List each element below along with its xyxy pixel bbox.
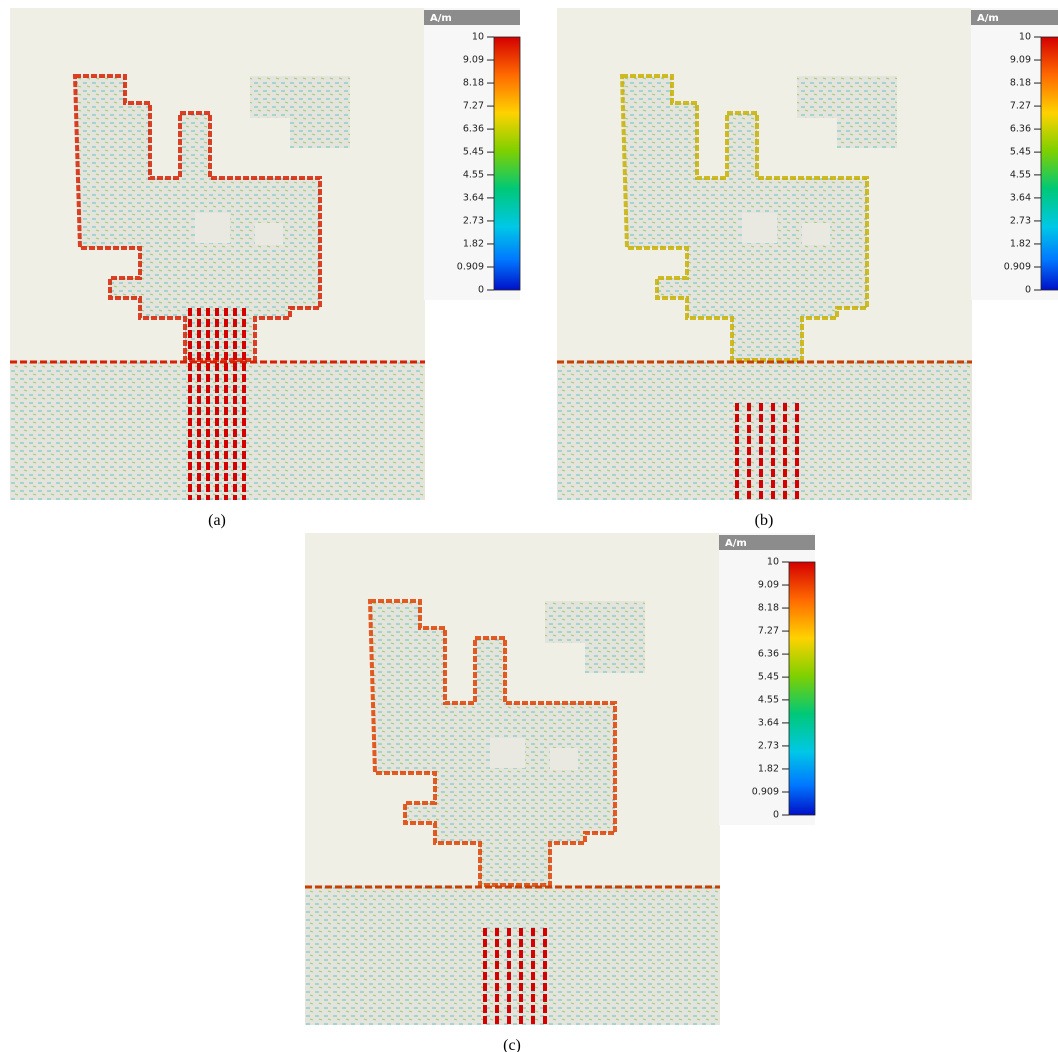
colorbar-gradient <box>1041 37 1058 290</box>
colorbar-tick-label: 4.55 <box>463 169 484 180</box>
panel-caption: (a) <box>208 512 226 529</box>
panel-caption: (c) <box>503 1037 521 1052</box>
colorbar-tick-label: 0.909 <box>457 262 484 273</box>
colorbar-tick-label: 3.64 <box>1010 192 1031 203</box>
colorbar-tick-label: 0 <box>1025 285 1031 296</box>
panel: A/m 10 9.09 8.18 7.27 6.36 5.45 4.55 3.64 2.73 1.8… <box>305 533 815 1052</box>
slot <box>550 748 578 770</box>
colorbar-tick-label: 3.64 <box>758 717 779 728</box>
colorbar-tick-label: 7.27 <box>1010 101 1031 112</box>
colorbar-tick-label: 10 <box>767 557 779 568</box>
colorbar-tick-label: 3.64 <box>463 192 484 203</box>
slot <box>802 223 830 245</box>
colorbar-unit: A/m <box>725 538 747 549</box>
colorbar-tick-label: 10 <box>1019 32 1031 43</box>
colorbar-tick-label: 8.18 <box>1010 78 1031 89</box>
colorbar-tick-label: 5.45 <box>463 147 484 158</box>
colorbar-tick-label: 6.36 <box>758 649 779 660</box>
slot <box>490 738 525 768</box>
feed-line <box>732 308 802 500</box>
colorbar-tick-label: 2.73 <box>1010 215 1031 226</box>
colorbar-unit: A/m <box>977 13 999 24</box>
colorbar-tick-label: 4.55 <box>1010 169 1031 180</box>
feed-line <box>480 833 550 1025</box>
colorbar-tick-label: 0 <box>478 285 484 296</box>
colorbar-tick-label: 5.45 <box>758 672 779 683</box>
colorbar-tick-label: 6.36 <box>1010 124 1031 135</box>
panel: A/m 10 9.09 8.18 7.27 6.36 5.45 4.55 3.64 2.73 1.8… <box>557 8 1058 529</box>
colorbar-unit: A/m <box>430 13 452 24</box>
slot <box>742 213 777 243</box>
colorbar-tick-label: 0.909 <box>1004 262 1031 273</box>
colorbar-tick-label: 4.55 <box>758 694 779 705</box>
colorbar-tick-label: 7.27 <box>463 101 484 112</box>
colorbar-tick-label: 8.18 <box>463 78 484 89</box>
colorbar-tick-label: 9.09 <box>1010 55 1031 66</box>
colorbar-tick-label: 5.45 <box>1010 147 1031 158</box>
colorbar-tick-label: 1.82 <box>463 238 484 249</box>
colorbar-gradient <box>494 37 520 290</box>
colorbar-tick-label: 6.36 <box>463 124 484 135</box>
colorbar-tick-label: 2.73 <box>463 215 484 226</box>
colorbar: A/m 10 9.09 8.18 7.27 6.36 5.45 4.55 3.64 2.73 1.8… <box>719 533 815 825</box>
colorbar-tick-label: 2.73 <box>758 740 779 751</box>
colorbar-tick-label: 0 <box>773 810 779 821</box>
panel: A/m 10 9.09 8.18 7.27 6.36 5.45 4.55 3.64 2.73 1.8… <box>10 8 520 529</box>
figure: A/m 10 9.09 8.18 7.27 6.36 5.45 4.55 3.64 2.73 1.8… <box>0 0 1058 1052</box>
colorbar: A/m 10 9.09 8.18 7.27 6.36 5.45 4.55 3.64 2.73 1.8… <box>424 8 520 300</box>
colorbar: A/m 10 9.09 8.18 7.27 6.36 5.45 4.55 3.64 2.73 1.8… <box>971 8 1058 300</box>
colorbar-tick-label: 7.27 <box>758 626 779 637</box>
colorbar-tick-label: 0.909 <box>752 787 779 798</box>
slot <box>195 213 230 243</box>
colorbar-tick-label: 1.82 <box>758 763 779 774</box>
colorbar-tick-label: 9.09 <box>758 580 779 591</box>
colorbar-tick-label: 10 <box>472 32 484 43</box>
colorbar-tick-label: 8.18 <box>758 603 779 614</box>
slot <box>255 223 283 245</box>
colorbar-tick-label: 9.09 <box>463 55 484 66</box>
panel-caption: (b) <box>755 512 774 529</box>
colorbar-gradient <box>789 562 815 815</box>
colorbar-tick-label: 1.82 <box>1010 238 1031 249</box>
